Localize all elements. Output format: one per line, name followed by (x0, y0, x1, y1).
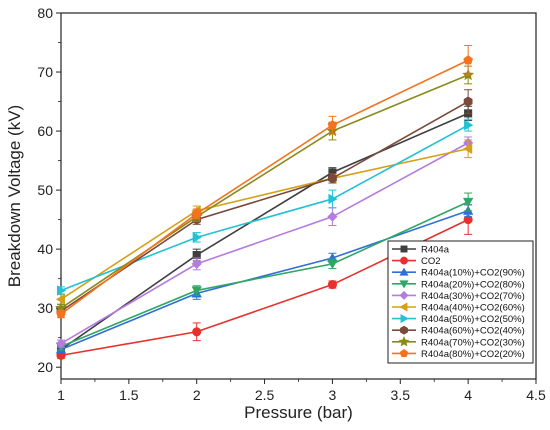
y-tick-label: 60 (37, 123, 53, 139)
legend-label: CO2 (421, 256, 441, 267)
legend-item: CO2 (392, 256, 441, 267)
series-line (60, 201, 469, 348)
data-point (192, 327, 202, 337)
x-axis-title: Pressure (bar) (244, 403, 353, 422)
data-point (463, 55, 474, 65)
series-7 (56, 89, 473, 317)
x-axis-ticks: 1 1.5 2 2.5 3 3.5 4 4.5 (57, 379, 546, 403)
x-tick-label: 3 (329, 387, 337, 403)
legend-marker (398, 335, 410, 347)
legend-label: R404a (421, 245, 450, 256)
legend-label: R404a(10%)+CO2(90%) (421, 268, 525, 279)
series-line (60, 210, 469, 351)
data-point (462, 143, 473, 155)
legend-marker (400, 245, 408, 253)
data-point (327, 279, 337, 290)
x-tick-label: 1.5 (119, 387, 139, 403)
data-point (327, 120, 338, 130)
series-line (60, 147, 469, 300)
y-tick-label: 70 (37, 64, 53, 80)
legend-item: R404a(20%)+CO2(80%) (392, 279, 525, 290)
data-point (191, 286, 202, 296)
data-point (327, 211, 338, 222)
series-line (60, 142, 469, 345)
y-tick-label: 40 (37, 241, 53, 257)
legend-item: R404a(60%)+CO2(40%) (392, 326, 525, 337)
series-line (60, 112, 469, 351)
legend-marker (400, 313, 409, 324)
x-tick-label: 1 (57, 387, 65, 403)
series-line (60, 59, 469, 315)
legend-label: R404a(70%)+CO2(30%) (421, 337, 525, 348)
legend: R404aCO2R404a(10%)+CO2(90%)R404a(20%)+CO… (387, 240, 534, 364)
legend-item: R404a(40%)+CO2(60%) (392, 302, 525, 314)
data-point (191, 208, 202, 218)
legend-item: R404a(10%)+CO2(90%) (392, 267, 525, 279)
data-point (55, 294, 66, 305)
data-point (328, 193, 338, 205)
legend-item: R404a(50%)+CO2(50%) (392, 313, 525, 325)
legend-item: R404a(80%)+CO2(20%) (392, 348, 525, 360)
x-tick-label: 4.5 (526, 387, 546, 403)
x-tick-label: 2.5 (255, 387, 275, 403)
legend-item: R404a(30%)+CO2(70%) (392, 290, 525, 302)
data-point (56, 308, 66, 319)
legend-label: R404a(50%)+CO2(50%) (421, 314, 525, 325)
series-line (60, 100, 469, 312)
legend-label: R404a(40%)+CO2(60%) (421, 303, 525, 314)
x-tick-label: 4 (464, 387, 472, 403)
data-point (463, 96, 473, 107)
legend-marker (399, 267, 409, 276)
legend-label: R404a(60%)+CO2(40%) (421, 326, 525, 337)
series-9 (56, 44, 474, 319)
series-line (60, 74, 469, 309)
x-tick-label: 2 (193, 387, 201, 403)
data-point (55, 338, 67, 349)
data-point (56, 285, 67, 296)
data-point (192, 232, 203, 243)
legend-marker (400, 325, 408, 335)
legend-marker (399, 302, 408, 312)
y-axis-title: Breakdown Voltage (kV) (5, 105, 24, 287)
data-point (191, 258, 202, 270)
y-axis-ticks: 20 30 40 50 60 70 80 (37, 5, 61, 375)
legend-item: R404a (392, 245, 450, 256)
y-tick-label: 50 (37, 182, 53, 198)
legend-item: R404a(70%)+CO2(30%) (392, 335, 525, 348)
legend-label: R404a(20%)+CO2(80%) (421, 279, 525, 290)
legend-marker (399, 280, 409, 289)
legend-label: R404a(30%)+CO2(70%) (421, 291, 525, 302)
data-point (464, 119, 474, 131)
x-tick-label: 3.5 (391, 387, 411, 403)
legend-marker (400, 256, 408, 265)
y-tick-label: 30 (37, 300, 53, 316)
data-point (328, 173, 337, 184)
y-tick-label: 20 (37, 359, 53, 375)
series-layer (54, 44, 475, 360)
data-point (327, 259, 338, 270)
series-4 (55, 136, 474, 349)
legend-label: R404a(80%)+CO2(20%) (421, 349, 525, 360)
legend-marker (399, 290, 409, 300)
data-point (462, 197, 474, 208)
legend-marker (399, 348, 409, 358)
y-tick-label: 80 (37, 5, 53, 21)
